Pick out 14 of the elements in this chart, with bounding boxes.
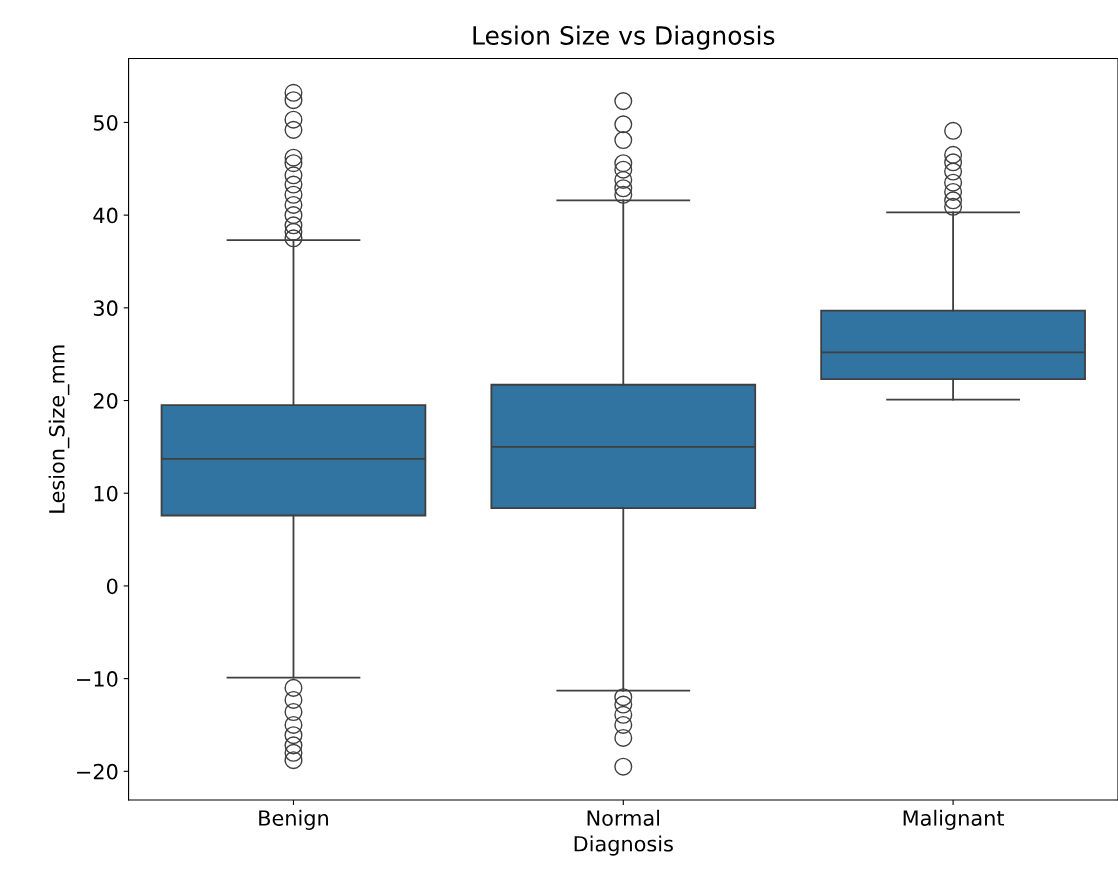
x-tick-label: Benign bbox=[259, 809, 328, 830]
y-tick-label: 30 bbox=[93, 300, 118, 317]
y-tick-label: 10 bbox=[94, 485, 118, 502]
chart-title: Lesion Size vs Diagnosis bbox=[473, 25, 775, 50]
y-axis-title: Lesion_Size_mm bbox=[48, 345, 70, 513]
y-tick-label: −20 bbox=[77, 763, 118, 780]
x-tick-label: Malignant bbox=[903, 809, 1005, 830]
y-tick-label: −10 bbox=[77, 671, 118, 687]
x-axis-title: Diagnosis bbox=[574, 835, 673, 856]
y-tick-label: 50 bbox=[93, 114, 118, 131]
y-tick-label: 20 bbox=[93, 392, 118, 409]
x-tick-label: Normal bbox=[587, 809, 660, 826]
y-tick-label: 40 bbox=[93, 207, 118, 224]
y-tick-label: 0 bbox=[106, 578, 118, 595]
